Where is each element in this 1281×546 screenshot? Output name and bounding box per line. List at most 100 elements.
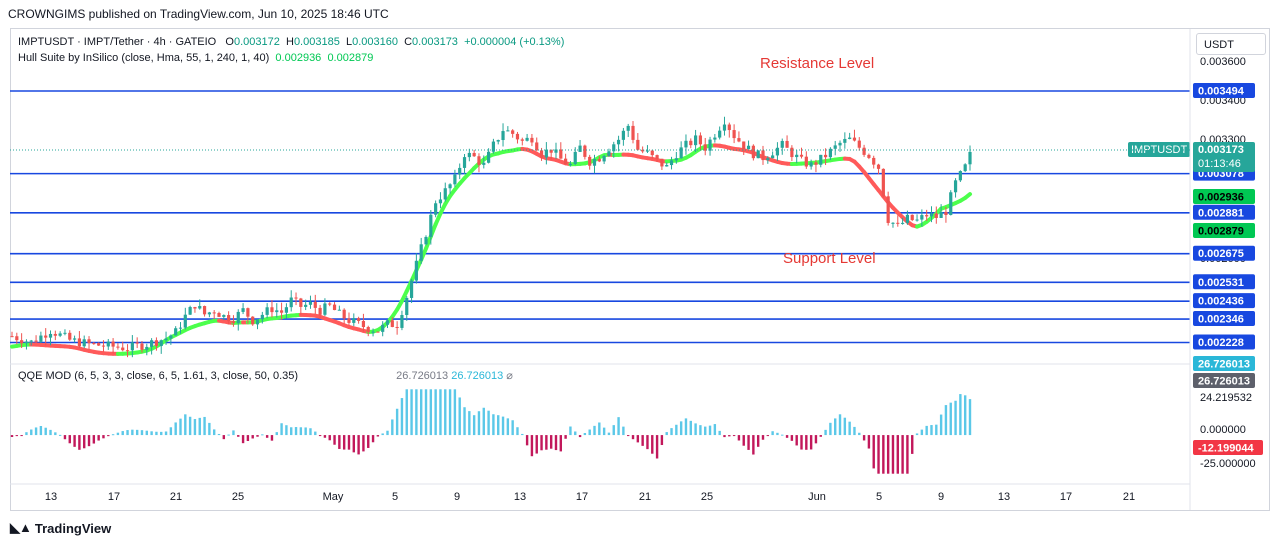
qqe-bar bbox=[347, 435, 351, 450]
candle-body bbox=[920, 215, 924, 220]
qqe-bar bbox=[419, 389, 423, 436]
qqe-bar bbox=[607, 432, 611, 436]
qqe-bar bbox=[819, 435, 822, 437]
candle-body bbox=[511, 130, 515, 134]
candle-body bbox=[631, 125, 635, 140]
qqe-bar bbox=[444, 389, 447, 436]
hull-price-badge-1-bg bbox=[1193, 189, 1255, 204]
countdown-value: 01:13:46 bbox=[1198, 158, 1241, 170]
tradingview-mark-icon: ◣▲ bbox=[10, 520, 32, 535]
qqe-bar bbox=[280, 423, 283, 436]
candle-body bbox=[819, 154, 823, 165]
candle-body bbox=[515, 133, 520, 140]
hull-legend[interactable]: Hull Suite by InSilico (close, Hma, 55, … bbox=[18, 52, 373, 64]
qqe-bar bbox=[742, 435, 745, 446]
candle-body bbox=[385, 320, 390, 325]
qqe-bar bbox=[872, 435, 875, 469]
qqe-bar bbox=[121, 431, 124, 436]
high-value: 0.003185 bbox=[293, 36, 340, 48]
candle-body bbox=[289, 297, 293, 308]
candle-body bbox=[876, 164, 881, 169]
candle-body bbox=[525, 137, 529, 141]
qqe-bar bbox=[963, 395, 967, 436]
qqe-bar bbox=[540, 435, 543, 451]
open-value: 0.003172 bbox=[233, 36, 280, 48]
candle-body bbox=[145, 346, 149, 350]
qqe-bar bbox=[930, 425, 933, 436]
currency-button[interactable]: USDT bbox=[1196, 33, 1266, 55]
candle-body bbox=[44, 335, 48, 338]
qqe-bar bbox=[829, 422, 832, 436]
time-tick-label: 25 bbox=[232, 491, 244, 503]
qqe-bar bbox=[39, 426, 43, 436]
candle-body bbox=[568, 163, 573, 165]
qqe-bar bbox=[920, 429, 924, 436]
level-price-badge-bg bbox=[1193, 334, 1255, 350]
time-tick-label: 13 bbox=[45, 491, 57, 503]
qqe-bar bbox=[737, 435, 741, 441]
qqe-bar bbox=[728, 435, 731, 437]
candle-body bbox=[212, 312, 216, 314]
candle-body bbox=[621, 130, 625, 140]
low-value: 0.003160 bbox=[352, 36, 398, 48]
candle-body bbox=[77, 338, 81, 347]
time-tick-label: 17 bbox=[108, 491, 120, 503]
qqe-bar bbox=[949, 402, 952, 436]
candle-body bbox=[241, 308, 245, 312]
level-price-badge-bg bbox=[1193, 204, 1255, 220]
candle-body bbox=[366, 327, 370, 333]
qqe-bar bbox=[58, 434, 62, 436]
publisher-line: CROWNGIMS published on TradingView.com, … bbox=[8, 7, 389, 21]
qqe-bar bbox=[492, 414, 495, 436]
qqe-bar bbox=[939, 414, 943, 436]
candle-body bbox=[939, 211, 943, 218]
price-axis: 0.0036000.0034000.0033000.0026000.002200… bbox=[1128, 56, 1263, 470]
candle-body bbox=[400, 314, 404, 328]
level-price-badge-bg bbox=[1193, 274, 1255, 290]
symbol-line[interactable]: IMPTUSDT · IMPT/Tether · 4h · GATEIO bbox=[18, 36, 217, 48]
candle-body bbox=[304, 304, 308, 307]
qqe-bar bbox=[164, 431, 168, 436]
candle-body bbox=[761, 150, 765, 161]
qqe-bar bbox=[795, 435, 798, 446]
candle-body bbox=[443, 188, 447, 200]
candle-body bbox=[101, 345, 106, 347]
qqe-bar bbox=[448, 389, 452, 436]
candle-body bbox=[780, 140, 784, 148]
qqe-bar bbox=[646, 435, 649, 450]
qqe-badge-1-bg bbox=[1193, 356, 1255, 371]
candle-body bbox=[809, 162, 813, 167]
qqe-bar bbox=[593, 425, 596, 436]
candle-body bbox=[838, 142, 842, 146]
qqe-bar bbox=[30, 429, 33, 436]
candle-body bbox=[641, 149, 645, 152]
candle-body bbox=[814, 162, 818, 165]
qqe-bar bbox=[150, 431, 153, 436]
qqe-bar bbox=[959, 394, 962, 436]
candle-body bbox=[852, 137, 857, 141]
last-price-value: 0.003173 bbox=[1198, 144, 1244, 156]
time-tick-label: 17 bbox=[576, 491, 588, 503]
candle-body bbox=[891, 222, 895, 224]
qqe-bar bbox=[718, 430, 721, 436]
hull-segment bbox=[424, 234, 433, 251]
candle-body bbox=[573, 151, 577, 164]
qqe-histogram bbox=[10, 389, 972, 474]
qqe-bar bbox=[612, 425, 615, 436]
qqe-bar bbox=[858, 432, 861, 436]
qqe-legend[interactable]: QQE MOD (6, 5, 3, 3, close, 6, 5, 1.61, … bbox=[18, 369, 513, 382]
close-value: 0.003173 bbox=[412, 36, 458, 48]
candle-body bbox=[968, 151, 972, 165]
qqe-bar bbox=[882, 435, 885, 474]
qqe-bar bbox=[463, 407, 466, 436]
candle-body bbox=[746, 145, 751, 150]
candle-body bbox=[29, 340, 33, 342]
chart-frame bbox=[10, 28, 1270, 511]
candle-body bbox=[299, 298, 303, 307]
qqe-bar bbox=[800, 435, 803, 450]
qqe-bar bbox=[270, 435, 274, 441]
qqe-bar bbox=[617, 417, 620, 436]
time-tick-label: 17 bbox=[1060, 491, 1072, 503]
qqe-tick-label: 24.219532 bbox=[1200, 392, 1252, 404]
